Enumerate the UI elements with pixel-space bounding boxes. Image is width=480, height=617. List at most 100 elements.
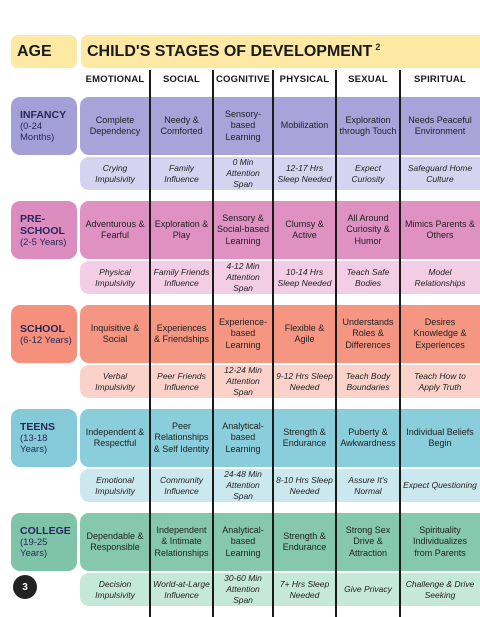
trait-cell-spiritual: Spirituality Individualizes from Parents <box>412 524 468 558</box>
note-cell-sexual: Expect Curiosity <box>351 162 385 184</box>
column-header-sexual: SEXUAL <box>348 74 388 85</box>
trait-cell-spiritual: Individual Beliefs Begin <box>406 426 474 449</box>
trait-cell-physical: Strength & Endurance <box>282 530 327 553</box>
trait-cell-sexual: Understands Roles & Differences <box>342 316 394 350</box>
column-header-emotional: EMOTIONAL <box>85 74 145 85</box>
trait-cell-sexual: Puberty & Awkwardness <box>340 426 396 449</box>
trait-cell-physical: Flexible & Agile <box>284 322 325 345</box>
note-cell-sexual: Give Privacy <box>344 584 392 594</box>
note-cell-social: Family Friends Influence <box>153 266 210 288</box>
trait-cell-sexual: Exploration through Touch <box>339 114 397 137</box>
age-box-pre-school: PRE-SCHOOL (2-5 Years) <box>11 201 77 259</box>
stage-name: PRE-SCHOOL <box>20 212 65 237</box>
note-cell-physical: 7+ Hrs Sleep Needed <box>279 578 330 600</box>
note-cell-emotional: Verbal Impulsivity <box>95 370 135 392</box>
note-cell-sexual: Teach Body Boundaries <box>345 370 391 392</box>
stage-name: TEENS <box>20 421 56 433</box>
column-divider <box>399 70 401 617</box>
stage-name: INFANCY <box>20 109 67 121</box>
note-cell-sexual: Teach Safe Bodies <box>346 266 390 288</box>
note-cell-cognitive: 30-60 Min Attention Span <box>224 573 262 605</box>
age-box-school: SCHOOL (6-12 Years) <box>11 305 77 363</box>
note-cell-cognitive: 12-24 Min Attention Span <box>224 365 262 397</box>
trait-cell-emotional: Complete Dependency <box>89 114 141 137</box>
band-traits-pre-school <box>80 201 480 259</box>
page-number-badge: 3 <box>13 575 37 599</box>
note-cell-spiritual: Teach How to Apply Truth <box>414 370 466 392</box>
note-cell-emotional: Physical Impulsivity <box>95 266 135 288</box>
note-cell-physical: 10-14 Hrs Sleep Needed <box>277 266 332 288</box>
trait-cell-physical: Clumsy & Active <box>285 218 324 241</box>
trait-cell-spiritual: Mimics Parents & Others <box>404 218 475 241</box>
note-cell-spiritual: Model Relationships <box>414 266 466 288</box>
trait-cell-cognitive: Analytical-based Learning <box>222 524 264 558</box>
trait-cell-cognitive: Experience-based Learning <box>218 316 268 350</box>
column-divider <box>272 70 274 617</box>
note-cell-cognitive: 4-12 Min Attention Span <box>226 261 260 293</box>
trait-cell-emotional: Adventurous & Fearful <box>85 218 145 241</box>
stage-age-range: (19-25 Years) <box>20 537 48 559</box>
trait-cell-social: Independent & Intimate Relationships <box>154 524 209 558</box>
age-header: AGE <box>11 35 77 68</box>
band-notes-college <box>80 573 480 606</box>
stage-name: COLLEGE <box>20 525 71 537</box>
note-cell-spiritual: Challenge & Drive Seeking <box>405 578 475 600</box>
trait-cell-sexual: All Around Curiosity & Humor <box>346 212 390 246</box>
age-box-infancy: INFANCY (0-24 Months) <box>11 97 77 155</box>
title-header: CHILD'S STAGES OF DEVELOPMENT 2 <box>81 35 480 68</box>
trait-cell-emotional: Inquisitive & Social <box>90 322 140 345</box>
stage-age-range: (2-5 Years) <box>20 236 67 248</box>
note-cell-social: Peer Friends Influence <box>157 370 206 392</box>
stage-age-range: (0-24 Months) <box>20 121 55 143</box>
note-cell-social: World-at-Large Influence <box>153 578 210 600</box>
age-box-college: COLLEGE (19-25 Years) <box>11 513 77 571</box>
age-header-label: AGE <box>17 42 52 60</box>
stage-age-range: (6-12 Years) <box>20 334 72 346</box>
age-box-teens: TEENS (13-18 Years) <box>11 409 77 467</box>
trait-cell-emotional: Dependable & Responsible <box>86 530 144 553</box>
trait-cell-physical: Strength & Endurance <box>282 426 327 449</box>
band-notes-pre-school <box>80 261 480 294</box>
page-title: CHILD'S STAGES OF DEVELOPMENT <box>87 42 373 60</box>
band-traits-school <box>80 305 480 363</box>
note-cell-spiritual: Expect Questioning <box>403 480 477 490</box>
trait-cell-social: Experiences & Friendships <box>153 322 210 345</box>
note-cell-spiritual: Safeguard Home Culture <box>407 162 473 184</box>
note-cell-social: Community Influence <box>160 474 203 496</box>
band-notes-infancy <box>80 157 480 190</box>
note-cell-physical: 8-10 Hrs Sleep Needed <box>276 474 333 496</box>
column-divider <box>149 70 151 617</box>
note-cell-cognitive: 0 Min Attention Span <box>226 157 260 189</box>
page-number: 3 <box>22 581 28 593</box>
band-notes-school <box>80 365 480 398</box>
trait-cell-sexual: Strong Sex Drive & Attraction <box>345 524 391 558</box>
trait-cell-social: Peer Relationships & Self Identity <box>153 420 210 454</box>
trait-cell-spiritual: Needs Peaceful Environment <box>408 114 472 137</box>
note-cell-social: Family Influence <box>164 162 199 184</box>
trait-cell-cognitive: Sensory & Social-based Learning <box>216 212 270 246</box>
column-header-cognitive: COGNITIVE <box>215 74 271 85</box>
trait-cell-spiritual: Desires Knowledge & Experiences <box>413 316 467 350</box>
column-divider <box>212 70 214 617</box>
note-cell-emotional: Decision Impulsivity <box>95 578 135 600</box>
column-divider <box>335 70 337 617</box>
trait-cell-emotional: Independent & Respectful <box>85 426 145 449</box>
note-cell-physical: 9-12 Hrs Sleep Needed <box>276 370 333 392</box>
note-cell-sexual: Assure It's Normal <box>348 474 388 496</box>
trait-cell-social: Needy & Comforted <box>160 114 203 137</box>
band-traits-teens <box>80 409 480 467</box>
stage-name: SCHOOL <box>20 322 65 335</box>
trait-cell-cognitive: Sensory-based Learning <box>224 108 261 142</box>
trait-cell-cognitive: Analytical-based Learning <box>222 420 264 454</box>
column-header-spiritual: SPIRITUAL <box>414 74 466 85</box>
trait-cell-physical: Mobilization <box>280 120 329 131</box>
band-traits-infancy <box>80 97 480 155</box>
note-cell-physical: 12-17 Hrs Sleep Needed <box>277 162 332 184</box>
title-footnote: 2 <box>375 41 381 52</box>
trait-cell-social: Exploration & Play <box>154 218 209 241</box>
note-cell-emotional: Emotional Impulsivity <box>95 474 135 496</box>
note-cell-cognitive: 24-48 Min Attention Span <box>224 469 262 501</box>
band-notes-teens <box>80 469 480 502</box>
column-header-social: SOCIAL <box>162 74 201 85</box>
note-cell-emotional: Crying Impulsivity <box>95 162 135 184</box>
